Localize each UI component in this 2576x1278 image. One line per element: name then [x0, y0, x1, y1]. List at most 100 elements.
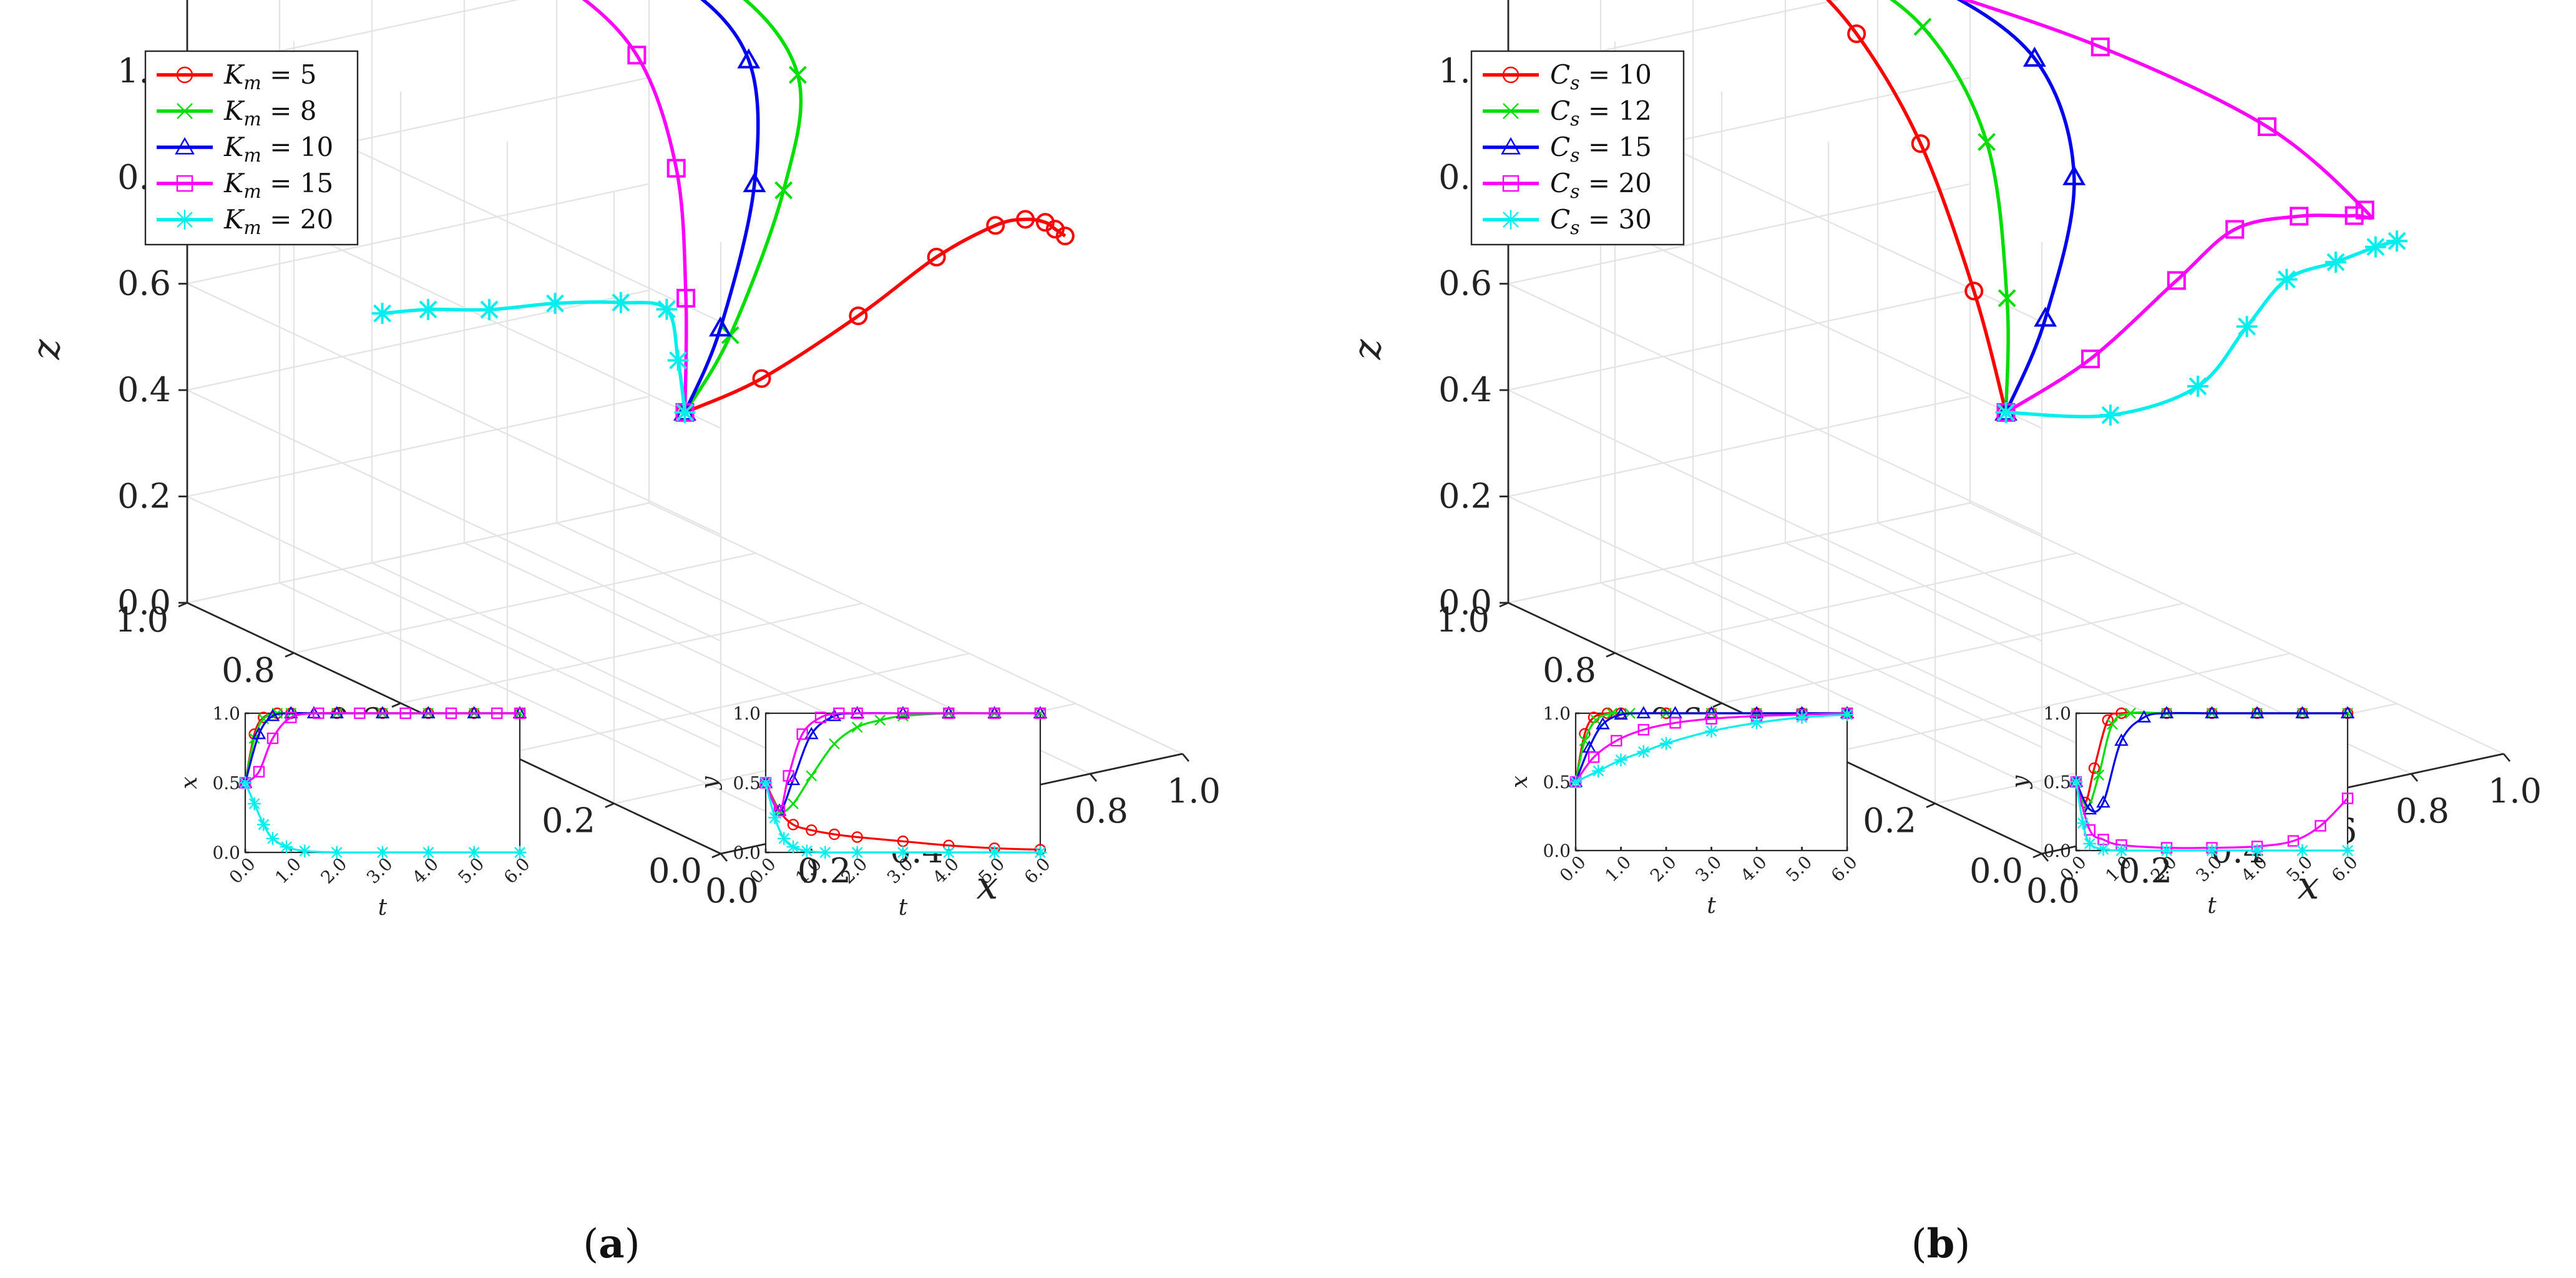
data-point [2258, 117, 2276, 137]
data-point [2236, 316, 2258, 338]
axes: 0.00.20.40.60.81.00.00.20.40.60.81.00.00… [23, 0, 1221, 910]
inset-frame [244, 712, 521, 854]
y-tick [2032, 852, 2042, 859]
data-point [627, 46, 646, 65]
data-point [1978, 133, 1996, 151]
x-axis-title: x [977, 862, 998, 908]
legend-marker [1501, 210, 1521, 230]
inset-point [399, 707, 411, 719]
inset-point [800, 844, 814, 858]
x-tick-label: 0.2 [2119, 851, 2172, 890]
inset-y-title: x [177, 776, 202, 789]
legend-label: Cs = 12 [1550, 95, 1652, 130]
inset-point [266, 732, 279, 744]
z-tick-label: 0.2 [117, 477, 171, 516]
inset-point [1614, 707, 1628, 720]
inset-y-tick-label: 0.0 [733, 842, 761, 863]
legend-entry-3: Km = 15 [157, 168, 333, 203]
data-point [676, 288, 696, 308]
legend-label: Cs = 10 [1550, 59, 1652, 94]
inset-point [851, 707, 863, 719]
data-point [674, 402, 696, 423]
inset-curve-3 [759, 707, 1046, 817]
legend-label: Km = 20 [223, 204, 333, 239]
grid-line [279, 582, 814, 834]
grid-line [400, 602, 863, 704]
z-axis-title: z [23, 339, 69, 360]
data-point [752, 369, 771, 388]
inset-point [2160, 844, 2174, 857]
inset-point [513, 846, 527, 859]
data-point [417, 299, 439, 320]
legend-marker [1503, 103, 1519, 119]
inset-line [1574, 712, 1847, 783]
series-line [1961, 0, 2373, 414]
inset-point [804, 726, 819, 739]
inset-x-tick-label: 6.0 [2328, 852, 2362, 886]
data-point [667, 349, 689, 371]
inset-point [827, 708, 842, 721]
legend-label: Km = 15 [223, 168, 333, 203]
inset-line [1574, 712, 1848, 783]
series-0 [1825, 0, 2016, 422]
series-4 [371, 291, 696, 423]
grid-line [507, 653, 970, 754]
inset-point [851, 831, 863, 843]
y-tick-label: 0.0 [1969, 851, 2023, 890]
data-point [610, 291, 632, 313]
inset-point [2137, 710, 2152, 723]
data-point [2355, 200, 2374, 220]
x-tick [1181, 753, 1190, 762]
legend-label: Cs = 15 [1550, 132, 1652, 167]
inset-point [1591, 764, 1605, 778]
inset-point [256, 818, 270, 831]
inset-x-tick-label: 3.0 [1691, 852, 1725, 886]
inset-curve-4 [238, 776, 527, 859]
inset-point [1637, 724, 1649, 736]
legend-marker [175, 210, 195, 230]
inset-point [1569, 775, 1583, 789]
data-point [1847, 24, 1866, 44]
y-tick [711, 852, 721, 859]
inset-point [988, 846, 1002, 859]
grid-line [1600, 582, 2135, 834]
inset-y-title: y [2008, 775, 2033, 789]
x-tick-label: 0.8 [1075, 791, 1128, 831]
grid-line [1508, 396, 1971, 497]
data-point [2344, 206, 2364, 225]
series-3 [1961, 0, 2374, 422]
legend-marker [1501, 137, 1521, 155]
data-point [656, 298, 678, 320]
data-point [849, 306, 868, 326]
legend-entry-4: Cs = 30 [1483, 204, 1652, 239]
legend-marker [177, 103, 193, 119]
y-tick [285, 652, 295, 658]
data-point [2034, 306, 2057, 327]
y-tick-label: 0.2 [542, 801, 595, 841]
inset-y-tick-label: 0.0 [2043, 841, 2071, 861]
data-point [737, 48, 761, 69]
inset-line [2075, 711, 2348, 813]
legend-marker [175, 137, 195, 155]
inset-y-tick-label: 1.0 [2043, 703, 2071, 724]
inset-point [788, 798, 799, 809]
inset-point [897, 707, 909, 719]
inset-y-tick-label: 0.0 [212, 842, 240, 863]
inset-point [786, 773, 801, 786]
inset-point [1636, 706, 1651, 719]
inset-point [759, 776, 773, 789]
data-point [2100, 404, 2121, 426]
legend-marker [176, 66, 193, 84]
series-line [683, 0, 803, 414]
data-point [2187, 376, 2208, 397]
inset-point [2315, 820, 2326, 832]
grid-line [1508, 183, 1971, 285]
inset-point [253, 766, 265, 778]
inset-point [814, 711, 827, 723]
inset-point [376, 846, 389, 859]
legend-entry-0: Cs = 10 [1483, 59, 1652, 94]
inset-y-title: y [697, 776, 723, 791]
inset-point [2341, 793, 2354, 804]
inset-x-title: t [899, 895, 908, 920]
